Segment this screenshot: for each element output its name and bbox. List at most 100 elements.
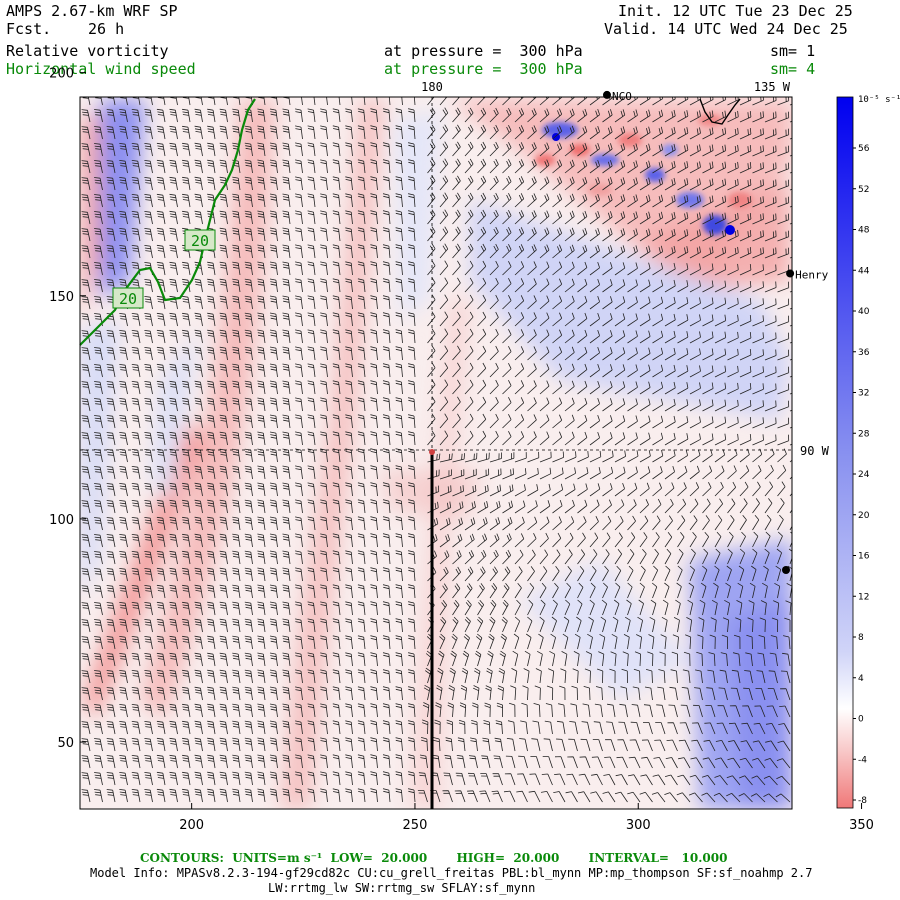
wind-barb — [282, 210, 291, 225]
wind-barb — [452, 328, 461, 344]
wind-barb — [144, 602, 153, 616]
wind-barb — [664, 194, 676, 208]
wind-barb — [320, 176, 328, 191]
wind-barb — [537, 650, 543, 667]
wind-barb — [169, 516, 178, 531]
wind-barb — [639, 515, 649, 531]
wind-barb — [614, 364, 626, 378]
wind-barb — [357, 737, 366, 752]
wind-barb — [269, 108, 278, 123]
wind-barb — [219, 635, 228, 650]
wind-barb — [552, 467, 564, 480]
wind-barb — [295, 516, 303, 531]
wind-barb — [144, 381, 153, 395]
wind-barb — [514, 431, 525, 446]
wind-barb — [467, 772, 478, 786]
wind-barb — [408, 346, 416, 361]
wind-barb — [639, 245, 651, 259]
wind-barb — [81, 347, 91, 361]
wind-barb — [194, 397, 203, 412]
wind-barb — [500, 633, 507, 650]
wind-barb — [514, 549, 524, 565]
wind-barb — [320, 329, 328, 344]
wind-barb — [332, 108, 341, 123]
wind-barb — [131, 432, 141, 446]
wind-barb — [727, 515, 735, 531]
wind-barb — [728, 740, 741, 752]
wind-barb — [382, 754, 391, 769]
wind-barb — [439, 328, 449, 344]
wind-barb — [282, 499, 291, 514]
wind-barb — [382, 142, 391, 157]
wind-barb — [619, 703, 628, 718]
wind-barb — [94, 177, 103, 191]
wind-barb — [307, 448, 316, 463]
wind-barb — [552, 582, 559, 599]
wind-barb — [552, 397, 563, 412]
wind-barb — [777, 332, 790, 344]
wind-barb — [686, 617, 693, 633]
wind-barb — [169, 584, 178, 599]
wind-barb — [502, 452, 515, 463]
wind-barb — [627, 432, 638, 446]
wind-barb — [514, 125, 525, 140]
wind-barb — [194, 567, 203, 582]
wind-barb — [615, 774, 628, 786]
meridian-label-135w: 135 W — [754, 80, 791, 94]
wind-barb — [307, 601, 316, 616]
wind-barb — [94, 415, 103, 429]
wind-barb — [652, 245, 664, 259]
wind-barb — [752, 298, 764, 310]
wind-barb — [708, 652, 716, 667]
wind-barb — [283, 97, 291, 106]
wind-barb — [307, 720, 316, 735]
wind-barb — [427, 192, 436, 208]
wind-barb — [577, 380, 588, 395]
wind-barb — [652, 177, 664, 191]
wind-barb — [589, 467, 601, 480]
wind-barb — [94, 585, 103, 599]
wind-barb — [119, 228, 128, 242]
wind-barb — [714, 161, 727, 174]
wind-barb — [370, 533, 378, 548]
wind-barb — [639, 160, 651, 174]
wind-barb — [295, 176, 303, 191]
wind-barb — [219, 533, 228, 548]
wind-barb — [131, 653, 141, 667]
wind-barb — [552, 142, 563, 157]
wind-barb — [464, 260, 474, 276]
wind-barb — [589, 329, 600, 344]
wind-barb — [739, 514, 747, 531]
wind-barb — [382, 669, 391, 684]
wind-barb — [81, 704, 91, 718]
wind-barb — [332, 618, 341, 633]
wind-barb — [244, 686, 253, 701]
wind-barb — [207, 176, 216, 191]
wind-barb — [590, 791, 603, 803]
wind-barb — [207, 567, 216, 582]
wind-barb — [677, 331, 689, 344]
wind-barb — [739, 179, 752, 191]
wind-barb — [295, 125, 303, 140]
wind-barb — [144, 228, 153, 242]
wind-barb — [477, 260, 487, 276]
wind-barb — [477, 599, 485, 616]
wind-barb — [514, 533, 525, 548]
wind-barb — [182, 448, 191, 463]
wind-barb — [552, 125, 563, 140]
wind-barb — [702, 314, 714, 327]
wind-barb — [131, 483, 141, 497]
wind-barb — [577, 108, 588, 123]
wind-barb — [564, 499, 575, 514]
wind-barb — [382, 261, 391, 276]
wind-barb — [257, 533, 266, 548]
wind-barb — [345, 516, 353, 531]
wind-barb — [382, 686, 391, 701]
wind-barb — [727, 433, 739, 446]
wind-barb — [131, 245, 141, 259]
wind-barb — [714, 280, 727, 293]
wind-barb — [502, 363, 512, 378]
wind-barb — [408, 244, 416, 259]
wind-barb — [702, 229, 714, 242]
wind-barb — [614, 565, 622, 582]
